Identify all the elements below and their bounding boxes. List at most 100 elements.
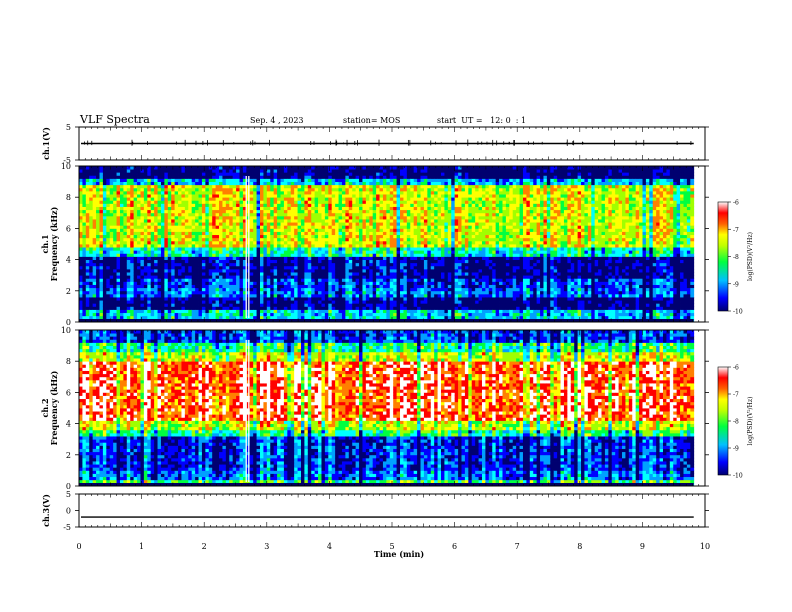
spectrogram-cell <box>102 212 107 217</box>
spectrogram-cell <box>242 250 247 254</box>
spectrogram-cell <box>386 278 391 282</box>
spectrogram-cell <box>294 190 298 195</box>
spectrogram-cell <box>140 184 145 189</box>
spectrogram-cell <box>307 181 312 186</box>
spectrogram-cell <box>369 228 374 232</box>
spectrogram-cell <box>123 209 128 214</box>
spectrogram-cell <box>106 206 111 211</box>
spectrogram-cell <box>297 175 302 179</box>
spectrogram-cell <box>219 225 223 229</box>
spectrogram-cell <box>171 293 176 298</box>
spectrogram-cell <box>256 181 261 186</box>
spectrogram-cell <box>113 253 117 257</box>
spectrogram-cell <box>215 169 220 173</box>
spectrogram-cell <box>359 240 363 245</box>
spectrogram-cell <box>126 206 131 211</box>
spectrogram-cell <box>92 275 97 279</box>
spectrogram-cell <box>379 169 384 173</box>
spectrogram-cell <box>396 190 401 195</box>
spectrogram-cell <box>352 287 357 292</box>
spectrogram-cell <box>304 290 309 295</box>
spectrogram-cell <box>365 175 370 179</box>
spectrogram-cell <box>290 172 295 176</box>
spectrogram-cell <box>96 200 100 204</box>
spectrogram-cell <box>195 250 199 254</box>
spectrogram-cell <box>290 244 295 248</box>
spectrogram-cell <box>359 228 363 232</box>
spectrogram-cell <box>369 194 374 198</box>
spectrogram-cell <box>260 228 264 232</box>
spectrogram-cell <box>106 278 111 282</box>
spectrogram-cell <box>164 212 169 217</box>
spectrogram-cell <box>294 194 298 198</box>
spectrogram-cell <box>174 215 179 220</box>
spectrogram-cell <box>311 172 316 176</box>
spectrogram-cell <box>181 206 186 211</box>
spectrogram-cell <box>345 178 350 182</box>
spectrogram-cell <box>212 297 217 301</box>
spectrogram-cell <box>283 265 288 270</box>
spectrogram-cell <box>263 222 268 226</box>
spectrogram-cell <box>102 278 107 282</box>
spectrogram-cell <box>256 247 261 251</box>
spectrogram-cell <box>318 206 322 211</box>
spectrogram-cell <box>232 215 237 220</box>
spectrogram-cell <box>126 231 131 236</box>
spectrogram-cell <box>369 272 374 276</box>
spectrogram-cell <box>376 284 380 289</box>
spectrogram-cell <box>263 234 268 239</box>
spectrogram-cell <box>382 253 387 257</box>
spectrogram-cell <box>174 278 179 282</box>
spectrogram-cell <box>297 190 302 195</box>
spectrogram-cell <box>396 240 401 245</box>
spectrogram-cell <box>376 312 380 317</box>
spectrogram-cell <box>167 287 172 292</box>
spectrogram-cell <box>300 259 305 264</box>
spectrogram-cell <box>297 290 302 295</box>
spectrogram-cell <box>212 181 217 186</box>
spectrogram-cell <box>109 281 114 285</box>
spectrogram-cell <box>304 231 309 236</box>
spectrogram-cell <box>273 297 278 301</box>
spectrogram-cell <box>331 284 336 289</box>
spectrogram-cell <box>270 265 275 270</box>
spectrogram-cell <box>143 169 148 173</box>
spectrogram-cell <box>89 219 94 223</box>
spectrogram-cell <box>400 278 404 282</box>
spectrogram-cell <box>82 272 87 276</box>
spectrogram-cell <box>365 297 370 301</box>
spectrogram-cell <box>355 212 360 217</box>
spectrogram-cell <box>352 315 357 320</box>
spectrogram-cell <box>150 175 155 179</box>
spectrogram-cell <box>355 275 360 279</box>
spectrogram-cell <box>321 209 326 214</box>
spectrogram-cell <box>287 287 292 292</box>
spectrogram-cell <box>140 284 145 289</box>
spectrogram-cell <box>232 187 237 192</box>
spectrogram-cell <box>355 184 360 189</box>
spectrogram-cell <box>304 184 309 189</box>
spectrogram-cell <box>355 240 360 245</box>
spectrogram-cell <box>140 190 145 195</box>
spectrogram-cell <box>219 194 223 198</box>
spectrogram-cell <box>106 306 111 310</box>
spectrogram-cell <box>277 184 281 189</box>
spectrogram-cell <box>160 184 165 189</box>
spectrogram-cell <box>362 268 367 273</box>
spectrogram-cell <box>239 194 244 198</box>
spectrogram-cell <box>318 178 322 182</box>
spectrogram-cell <box>150 234 155 239</box>
spectrogram-cell <box>290 259 295 264</box>
spectrogram-cell <box>130 259 135 264</box>
spectrogram-cell <box>195 200 199 204</box>
spectrogram-cell <box>236 306 240 310</box>
spectrogram-cell <box>137 312 141 317</box>
spectrogram-cell <box>297 306 302 310</box>
spectrogram-cell <box>143 187 148 192</box>
spectrogram-cell <box>171 281 176 285</box>
spectrogram-cell <box>150 206 155 211</box>
spectrogram-cell <box>263 206 268 211</box>
spectrogram-cell <box>133 306 138 310</box>
spectrogram-cell <box>266 206 271 211</box>
spectrogram-cell <box>188 303 193 307</box>
